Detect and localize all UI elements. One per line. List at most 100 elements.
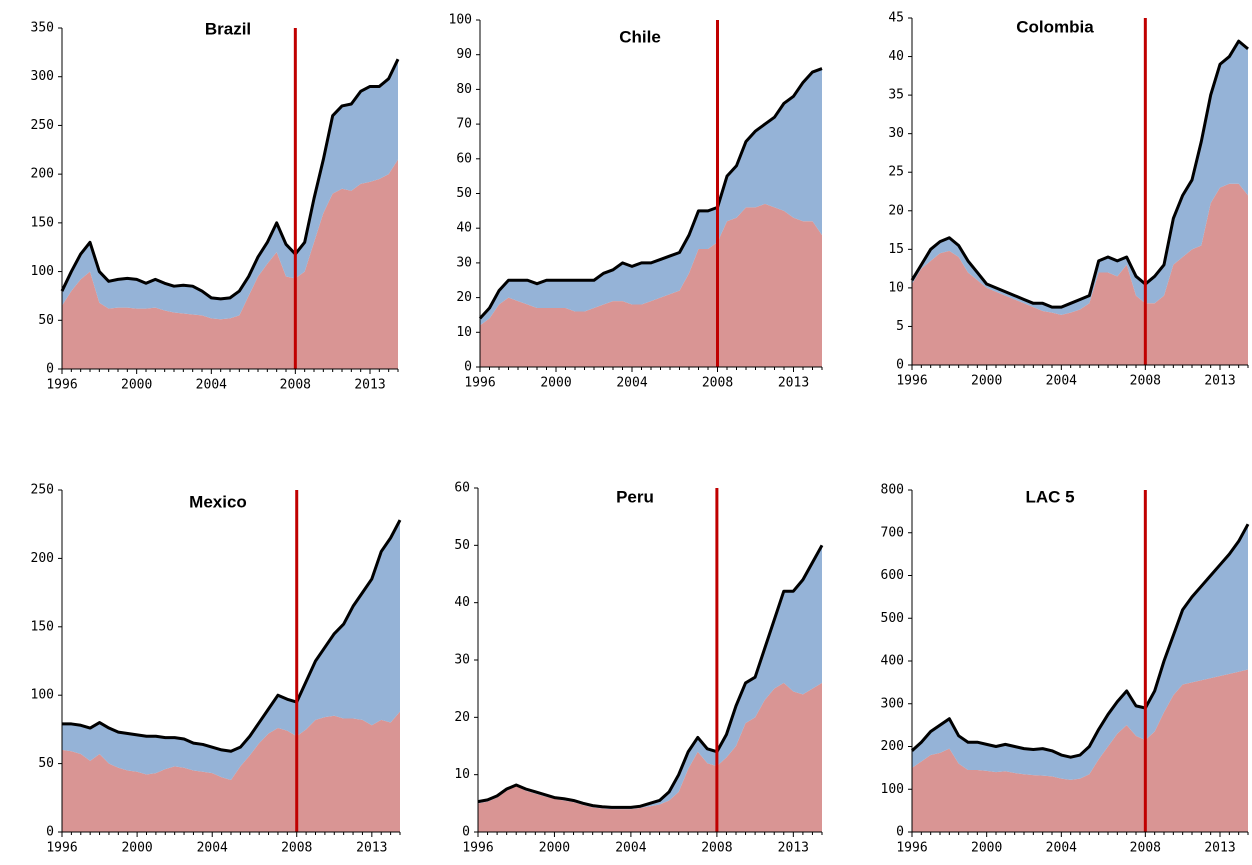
- y-tick-label: 100: [449, 13, 472, 28]
- y-tick-label: 0: [896, 358, 904, 373]
- total-line: [478, 67, 823, 320]
- y-tick-label: 10: [456, 325, 472, 340]
- chart-title: Chile: [619, 27, 661, 46]
- x-tick-label: 1996: [896, 374, 927, 389]
- x-tick-label: 2004: [616, 376, 647, 391]
- x-tick-label: 2000: [971, 841, 1002, 856]
- chart-title: Mexico: [189, 492, 247, 511]
- y-tick-label: 700: [881, 525, 904, 540]
- y-tick-label: 15: [888, 242, 904, 257]
- y-tick-label: 35: [888, 88, 904, 103]
- y-tick-label: 150: [31, 619, 54, 634]
- y-tick-label: 50: [38, 756, 54, 771]
- x-tick-label: 1996: [46, 841, 77, 856]
- y-tick-label: 100: [31, 688, 54, 703]
- y-tick-label: 0: [462, 825, 470, 840]
- y-tick-label: 50: [456, 186, 472, 201]
- y-tick-label: 10: [454, 767, 470, 782]
- total-line: [60, 58, 400, 301]
- area: [912, 183, 1248, 365]
- y-tick-label: 25: [888, 165, 904, 180]
- x-tick-label: 2004: [1046, 374, 1077, 389]
- y-tick-label: 30: [454, 653, 470, 668]
- y-tick-label: 350: [31, 21, 54, 36]
- area: [478, 545, 822, 810]
- x-tick-label: 2000: [121, 841, 152, 856]
- y-tick-label: 0: [464, 360, 472, 375]
- y-tick-label: 600: [881, 568, 904, 583]
- y-tick-label: 70: [456, 117, 472, 132]
- y-tick-label: 20: [456, 290, 472, 305]
- x-tick-label: 2000: [539, 841, 570, 856]
- y-tick-label: 40: [456, 221, 472, 236]
- x-tick-label: 2000: [121, 378, 152, 393]
- area: [912, 669, 1248, 832]
- y-tick-label: 150: [31, 215, 54, 230]
- area: [62, 711, 400, 832]
- y-tick-label: 0: [46, 825, 54, 840]
- y-tick-label: 0: [896, 825, 904, 840]
- x-tick-label: 2008: [280, 378, 311, 393]
- x-tick-label: 2004: [197, 841, 228, 856]
- y-tick-label: 200: [881, 739, 904, 754]
- y-tick-label: 90: [456, 47, 472, 62]
- y-tick-label: 20: [888, 203, 904, 218]
- y-tick-label: 200: [31, 551, 54, 566]
- panel: 0 50 100 150 200 250 300 350 1996 2000 2004 2008 201…: [31, 19, 400, 393]
- y-tick-label: 250: [31, 118, 54, 133]
- x-tick-label: 1996: [464, 376, 495, 391]
- area: [480, 68, 822, 326]
- x-tick-label: 2008: [1130, 374, 1161, 389]
- x-tick-label: 2008: [1130, 841, 1161, 856]
- y-tick-label: 45: [888, 11, 904, 26]
- panel: 0 5 10 15 20 25 30 35 40 45 1996 2000 2004 2008 2013 Co…: [888, 11, 1249, 389]
- area: [62, 59, 398, 320]
- y-tick-label: 200: [31, 167, 54, 182]
- chart-title: Brazil: [205, 19, 251, 38]
- total-line: [477, 544, 824, 809]
- y-tick-label: 30: [888, 126, 904, 141]
- y-tick-label: 50: [38, 313, 54, 328]
- y-tick-label: 60: [456, 151, 472, 166]
- area: [62, 520, 400, 781]
- x-tick-label: 1996: [46, 378, 77, 393]
- panel: 0 100 200 300 400 500 600 700 800 1996 2000 2004 200…: [881, 483, 1250, 856]
- y-tick-label: 20: [454, 710, 470, 725]
- x-tick-label: 2008: [702, 376, 733, 391]
- y-tick-label: 250: [31, 483, 54, 498]
- x-tick-label: 2000: [540, 376, 571, 391]
- y-tick-label: 300: [31, 69, 54, 84]
- y-tick-label: 800: [881, 483, 904, 498]
- area: [62, 159, 398, 369]
- x-tick-label: 2008: [281, 841, 312, 856]
- x-tick-label: 2000: [971, 374, 1002, 389]
- y-tick-label: 0: [46, 362, 54, 377]
- panel: 0 50 100 150 200 250 1996 2000 2004 2008 2013 Mexic…: [31, 483, 402, 856]
- panel: 0 10 20 30 40 50 60 1996 2000 2004 2008 2013 Peru: [454, 481, 824, 856]
- area: [478, 682, 822, 832]
- area: [480, 203, 822, 367]
- y-tick-label: 10: [888, 280, 904, 295]
- y-tick-label: 30: [456, 255, 472, 270]
- y-tick-label: 100: [31, 264, 54, 279]
- x-tick-label: 2013: [1204, 841, 1235, 856]
- x-tick-label: 2004: [1046, 841, 1077, 856]
- chart-title: Colombia: [1016, 17, 1094, 36]
- x-tick-label: 2008: [701, 841, 732, 856]
- y-tick-label: 100: [881, 782, 904, 797]
- total-line: [910, 523, 1250, 759]
- area: [912, 524, 1248, 780]
- y-tick-label: 400: [881, 654, 904, 669]
- x-tick-label: 2013: [356, 841, 387, 856]
- x-tick-label: 1996: [462, 841, 493, 856]
- chart-title: Peru: [616, 487, 654, 506]
- x-tick-label: 2004: [615, 841, 646, 856]
- total-line: [910, 39, 1249, 309]
- panel: 0 10 20 30 40 50 60 70 80 90 100 1996 2000 2004 2008 20…: [449, 13, 823, 391]
- y-tick-label: 80: [456, 82, 472, 97]
- x-tick-label: 2004: [196, 378, 227, 393]
- y-tick-label: 300: [881, 696, 904, 711]
- chart-title: LAC 5: [1025, 487, 1074, 506]
- y-tick-label: 5: [896, 319, 904, 334]
- y-tick-label: 60: [454, 481, 470, 496]
